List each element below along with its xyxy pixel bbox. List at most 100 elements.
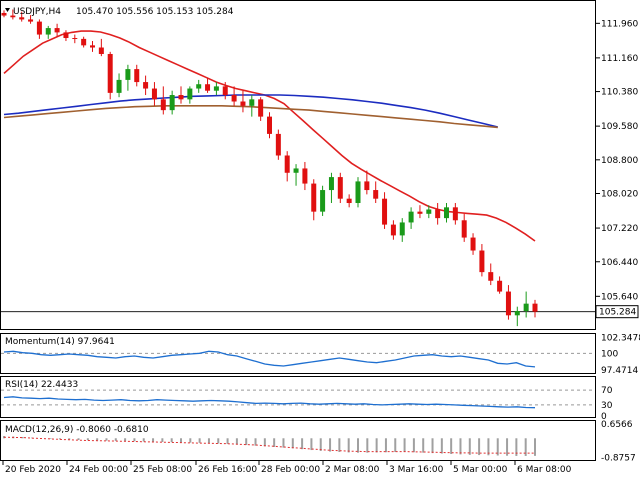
moving-average-brown bbox=[3, 105, 498, 129]
candle bbox=[444, 203, 449, 223]
price-tick-label: 109.580 bbox=[601, 122, 638, 132]
candle bbox=[160, 86, 166, 115]
candle-body bbox=[10, 15, 16, 18]
indicator-tick-label: 30 bbox=[601, 401, 613, 411]
indicator-line bbox=[3, 350, 536, 368]
candle-body bbox=[267, 116, 272, 134]
rsi-label: RSI(14) 22.4433 bbox=[5, 380, 78, 390]
candle-body bbox=[275, 133, 281, 156]
time-tick-label: 5 Mar 00:00 bbox=[453, 465, 508, 475]
candle-body bbox=[461, 220, 467, 238]
momentum-axis: 102.3478 100 97.4714 bbox=[601, 334, 640, 377]
candle-body bbox=[169, 95, 175, 111]
candle-body bbox=[523, 303, 529, 311]
momentum-plot-area bbox=[1, 350, 595, 368]
candle-body bbox=[302, 168, 308, 184]
candle-body bbox=[390, 224, 396, 236]
candle bbox=[426, 205, 432, 219]
candle bbox=[10, 9, 16, 20]
candle-body bbox=[134, 69, 140, 83]
candle bbox=[205, 77, 211, 93]
candle bbox=[488, 263, 494, 286]
time-tick-label: 3 Mar 16:00 bbox=[389, 465, 444, 475]
candle bbox=[461, 213, 467, 242]
candle-body bbox=[452, 207, 458, 221]
candle bbox=[28, 15, 34, 24]
candle-body bbox=[497, 280, 503, 292]
macd-signal-line bbox=[3, 436, 535, 454]
indicator-tick-label: 70 bbox=[601, 386, 613, 396]
moving-average-blue bbox=[3, 94, 498, 128]
candle-body bbox=[373, 190, 379, 199]
candle-body bbox=[54, 28, 60, 33]
candle-body bbox=[364, 181, 370, 191]
candle-body bbox=[435, 209, 441, 219]
candle bbox=[222, 82, 228, 100]
candle-body bbox=[151, 88, 157, 100]
candle-body bbox=[72, 38, 78, 40]
candle bbox=[258, 97, 264, 121]
candle bbox=[382, 192, 388, 229]
candle bbox=[178, 86, 184, 104]
time-tick-label: 25 Feb 08:00 bbox=[133, 465, 192, 475]
candle-body bbox=[28, 19, 34, 22]
candle-body bbox=[346, 198, 352, 204]
price-tick-label: 107.220 bbox=[601, 224, 638, 234]
time-axis: 20 Feb 2020 24 Feb 00:00 25 Feb 08:00 26 Fe… bbox=[2, 461, 572, 475]
candle-body bbox=[240, 101, 246, 106]
price-tick-label: 111.160 bbox=[601, 54, 638, 64]
rsi-axis: 70 300 bbox=[601, 386, 613, 422]
candle-body bbox=[205, 84, 211, 91]
price-tick-label: 111.960 bbox=[601, 19, 638, 29]
candle bbox=[470, 233, 476, 255]
collapse-triangle-icon[interactable] bbox=[5, 8, 10, 12]
candle-body bbox=[178, 95, 184, 100]
candle bbox=[293, 164, 299, 186]
time-tick-label: 6 Mar 08:00 bbox=[517, 465, 572, 475]
candle bbox=[267, 112, 272, 139]
candle bbox=[284, 151, 290, 182]
candle-body bbox=[98, 47, 104, 54]
candle bbox=[72, 34, 78, 44]
candle bbox=[98, 38, 104, 57]
rsi-plot-area bbox=[1, 389, 595, 409]
candle bbox=[514, 306, 520, 327]
price-plot-area bbox=[1, 9, 595, 327]
symbol-label: USDJPY,H4 bbox=[13, 7, 61, 17]
indicator-line bbox=[3, 396, 536, 409]
candle-body bbox=[19, 17, 25, 20]
macd-label: MACD(12,26,9) -0.8060 -0.6810 bbox=[5, 425, 149, 435]
candle-body bbox=[187, 88, 193, 100]
candle bbox=[90, 41, 95, 52]
candle-body bbox=[249, 99, 255, 106]
candle bbox=[36, 19, 42, 39]
indicator-tick-label: 0 bbox=[601, 412, 607, 422]
candle bbox=[116, 73, 122, 98]
main-price-panel[interactable] bbox=[0, 0, 596, 330]
price-axis: 111.960 111.160 110.380 109.580 108.800 108.0… bbox=[595, 19, 639, 319]
indicator-tick-label: 97.4714 bbox=[601, 366, 638, 376]
candle-body bbox=[355, 181, 361, 204]
candle-body bbox=[36, 21, 42, 35]
candle-body bbox=[328, 177, 334, 191]
time-tick-label: 26 Feb 16:00 bbox=[198, 465, 257, 475]
candle-body bbox=[293, 168, 299, 173]
time-tick-label: 20 Feb 2020 bbox=[5, 465, 61, 475]
rsi-panel[interactable] bbox=[0, 376, 596, 418]
candle-body bbox=[143, 82, 149, 89]
candle-body bbox=[63, 32, 69, 39]
price-tick-label: 110.380 bbox=[601, 88, 638, 98]
candle bbox=[249, 95, 255, 117]
candle bbox=[497, 276, 503, 294]
macd-panel[interactable] bbox=[0, 420, 596, 461]
candle-body bbox=[408, 211, 414, 223]
candle bbox=[275, 129, 281, 160]
indicator-tick-label: 100 bbox=[601, 349, 618, 359]
candle-body bbox=[444, 207, 449, 219]
candle bbox=[417, 205, 423, 219]
candle bbox=[364, 170, 370, 195]
price-tick-label: 108.800 bbox=[601, 156, 638, 166]
candle bbox=[523, 291, 529, 318]
